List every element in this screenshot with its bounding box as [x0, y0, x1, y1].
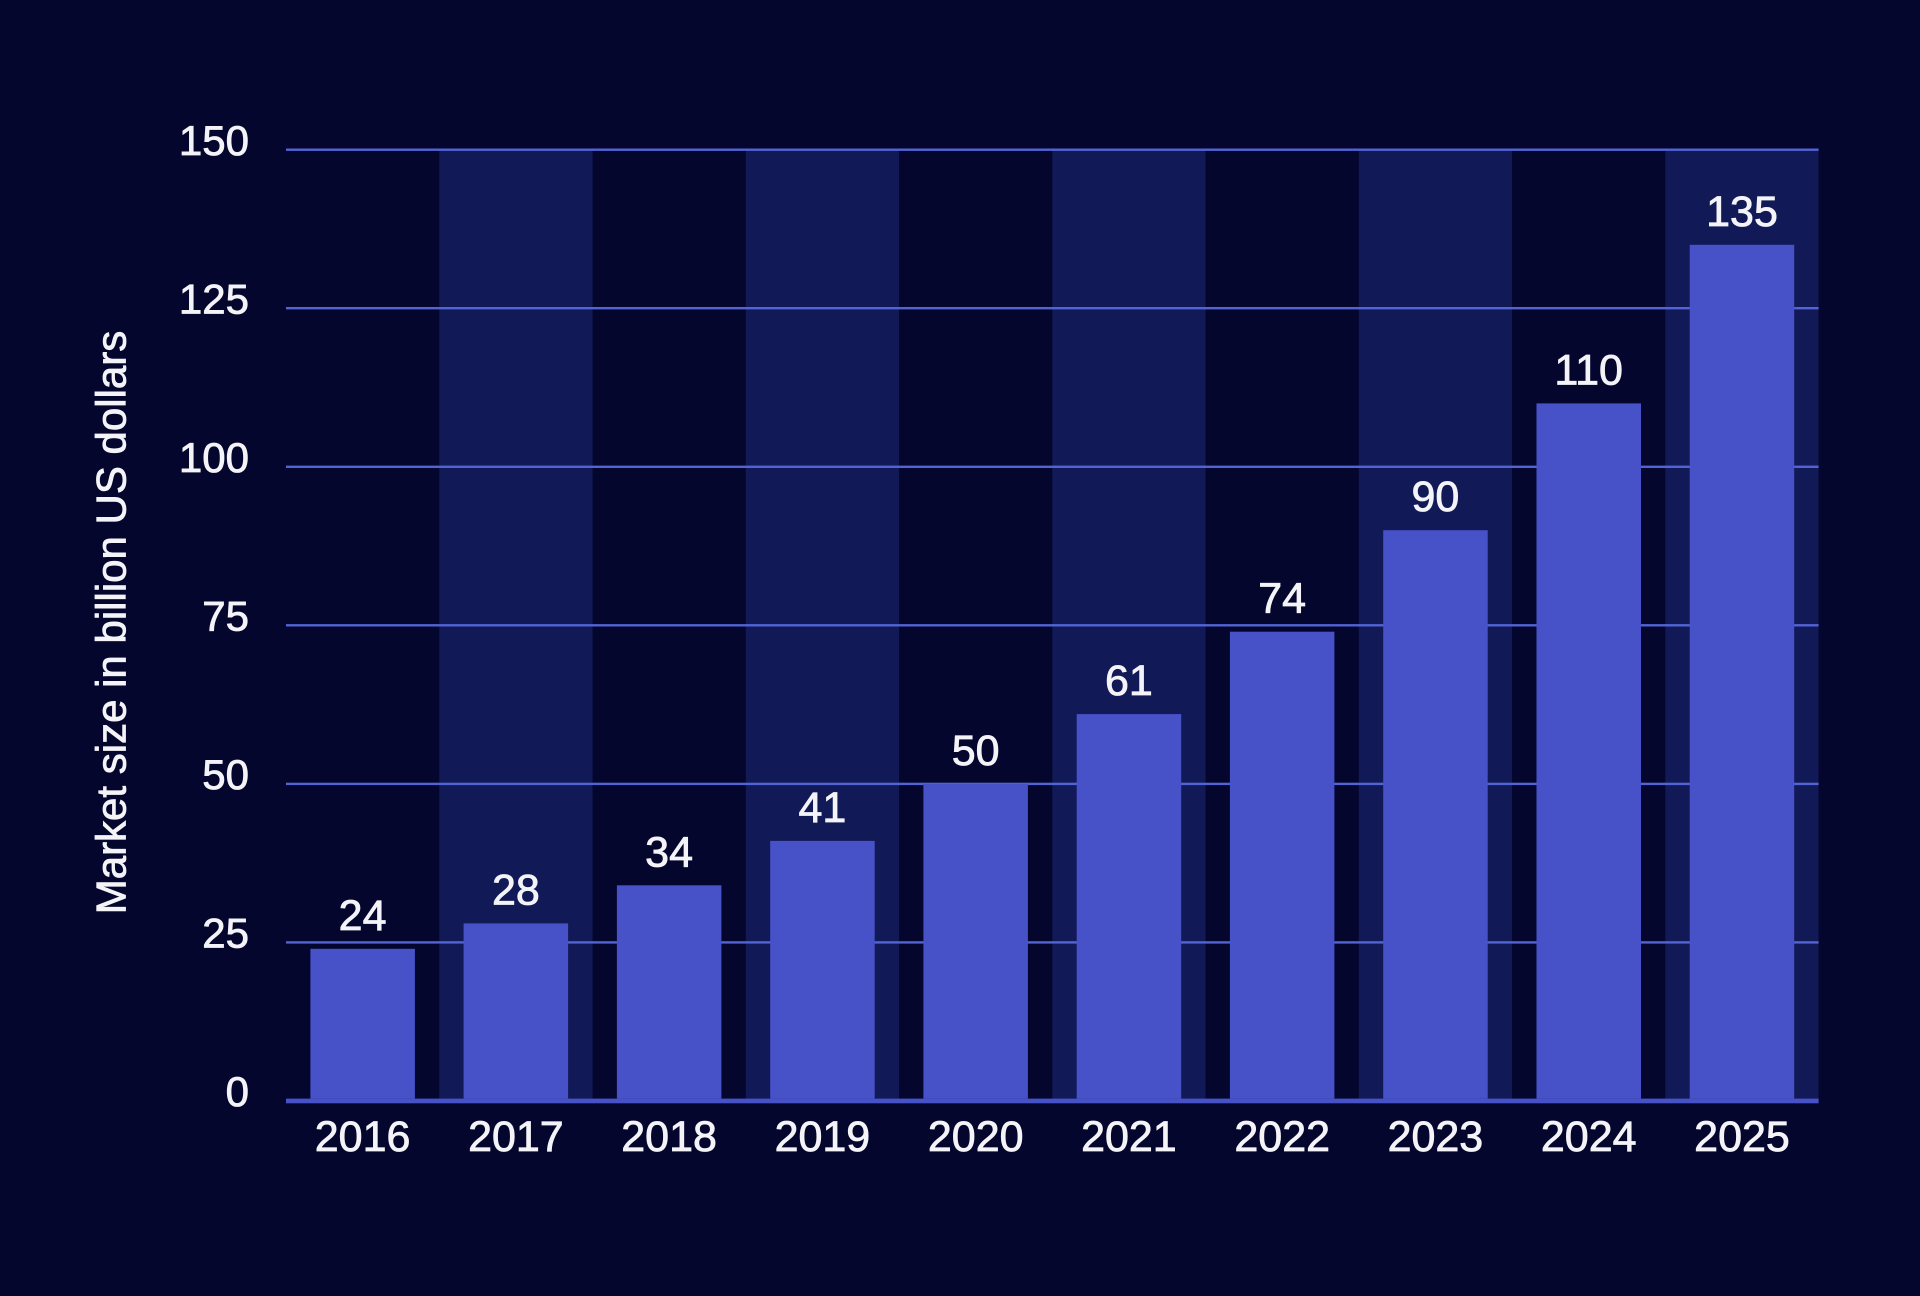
svg-text:135: 135 — [1706, 188, 1778, 236]
svg-text:2024: 2024 — [1541, 1113, 1637, 1161]
svg-text:25: 25 — [202, 910, 249, 957]
svg-text:24: 24 — [339, 892, 387, 940]
svg-text:110: 110 — [1554, 346, 1623, 394]
svg-text:34: 34 — [645, 828, 693, 876]
svg-text:2018: 2018 — [621, 1113, 717, 1161]
svg-text:2025: 2025 — [1694, 1113, 1790, 1161]
svg-text:28: 28 — [492, 866, 540, 914]
svg-text:2017: 2017 — [468, 1113, 564, 1161]
svg-text:61: 61 — [1105, 657, 1153, 705]
svg-text:150: 150 — [179, 117, 249, 164]
svg-text:125: 125 — [179, 276, 249, 323]
svg-text:2022: 2022 — [1234, 1113, 1330, 1161]
svg-text:2019: 2019 — [775, 1113, 871, 1161]
svg-text:75: 75 — [202, 593, 249, 640]
svg-text:100: 100 — [179, 434, 249, 481]
svg-text:2020: 2020 — [928, 1113, 1024, 1161]
svg-text:2023: 2023 — [1388, 1113, 1484, 1161]
svg-text:50: 50 — [952, 727, 1000, 775]
svg-text:50: 50 — [202, 751, 249, 798]
svg-text:90: 90 — [1411, 473, 1459, 521]
svg-text:74: 74 — [1258, 575, 1306, 623]
svg-text:2021: 2021 — [1081, 1113, 1177, 1161]
svg-text:Market size in billion US doll: Market size in billion US dollars — [88, 331, 135, 915]
svg-text:0: 0 — [226, 1068, 249, 1115]
svg-text:41: 41 — [798, 784, 846, 832]
svg-text:2016: 2016 — [315, 1113, 411, 1161]
